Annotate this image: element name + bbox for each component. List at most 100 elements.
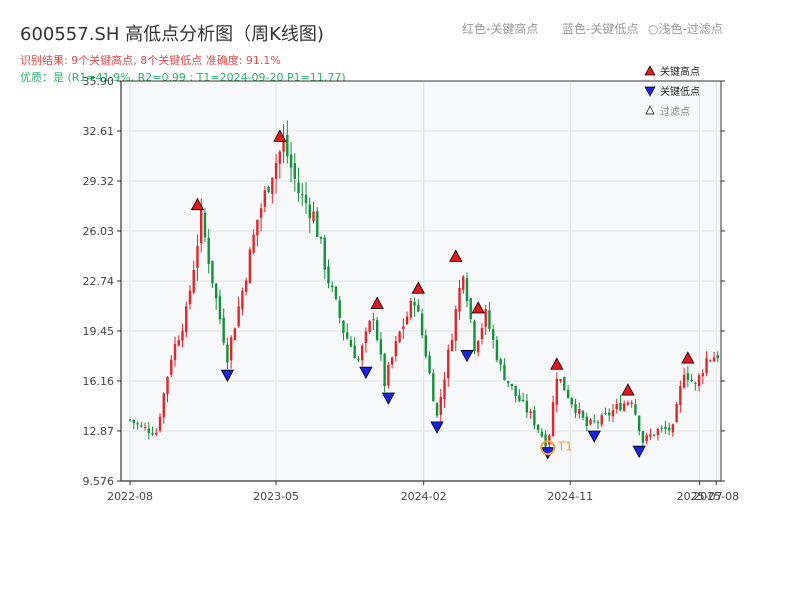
chart-title: 600557.SH 高低点分析图（周K线图) — [20, 24, 324, 45]
candle-up — [649, 434, 652, 437]
candle-down — [690, 379, 693, 382]
candle-down — [585, 416, 588, 426]
candle-up — [615, 404, 618, 409]
chart-legend: 关键高点 关键低点 过滤点 — [644, 65, 700, 118]
candle-up — [390, 357, 394, 365]
t1-marker — [540, 440, 556, 456]
candle-up — [551, 402, 555, 437]
y-tick-label: 29.32 — [83, 175, 115, 188]
legend-low-marker — [644, 86, 656, 97]
key-high-marker — [370, 296, 384, 309]
candle-down — [473, 321, 476, 352]
candle-down — [604, 413, 607, 415]
candle-up — [623, 403, 626, 411]
candle-up — [143, 426, 147, 428]
candle-up — [282, 139, 285, 152]
x-tick-label: 2023-05 — [253, 490, 299, 503]
candle-down — [420, 313, 424, 336]
candle-down — [203, 212, 207, 238]
candle-down — [424, 335, 428, 357]
candle-down — [147, 428, 151, 433]
candle-down — [226, 344, 229, 363]
candle-down — [293, 163, 296, 179]
key-high-marker — [550, 357, 564, 370]
candle-down — [417, 304, 420, 312]
candle-down — [286, 134, 289, 157]
legend-high-marker — [644, 65, 656, 76]
y-tick-label: 22.74 — [83, 275, 115, 288]
y-tick-label: 16.16 — [83, 375, 115, 388]
candle-down — [308, 204, 311, 219]
candle-up — [398, 331, 401, 342]
key-low-marker — [632, 445, 646, 459]
candle-down — [432, 373, 435, 402]
candle-down — [222, 317, 225, 343]
y-tick-label: 26.03 — [83, 225, 115, 238]
candle-up — [368, 320, 371, 332]
candle-down — [641, 431, 645, 443]
candle-down — [375, 320, 379, 341]
y-tick-label: 12.87 — [83, 425, 115, 438]
candle-up — [559, 379, 562, 382]
x-tick-label: 2025-08 — [693, 490, 739, 503]
candle-up — [682, 374, 686, 388]
candle-up — [158, 416, 162, 431]
candle-up — [192, 269, 195, 293]
candle-up — [155, 432, 158, 435]
candle-down — [128, 419, 132, 421]
candle-down — [301, 194, 304, 196]
candle-down — [323, 237, 326, 270]
candle-down — [566, 390, 570, 398]
axes: 35.90 32.61 29.32 26.03 22.74 19.45 16.16 12.87… — [83, 75, 740, 503]
candle-up — [177, 340, 180, 346]
candle-down — [151, 433, 154, 435]
candle-down — [357, 359, 360, 361]
key-high-marker — [411, 281, 426, 294]
candle-down — [488, 310, 491, 329]
candle-up — [188, 290, 192, 305]
candle-up — [263, 190, 267, 207]
candle-down — [211, 260, 214, 284]
candle-down — [136, 423, 139, 425]
candle-down — [267, 186, 270, 193]
candle-down — [491, 329, 495, 340]
candle-down — [495, 339, 499, 361]
candle-down — [694, 382, 697, 384]
candle-up — [237, 306, 240, 327]
candle-up — [162, 393, 165, 418]
candle-down — [379, 339, 383, 355]
candle-down — [570, 398, 574, 405]
candle-up — [458, 287, 461, 312]
candle-up — [447, 349, 450, 379]
candle-up — [409, 300, 413, 318]
candle-down — [334, 286, 338, 299]
candle-up — [480, 327, 484, 339]
legend-filtered-marker — [645, 105, 655, 115]
candle-down — [581, 411, 585, 418]
key-low-marker — [359, 366, 373, 379]
candle-down — [686, 373, 690, 381]
candle-down — [634, 404, 637, 415]
key-low-marker — [381, 392, 396, 405]
candle-down — [214, 283, 218, 299]
candle-up — [701, 373, 705, 377]
hint-key-high: 红色-关键高点 — [462, 22, 539, 36]
candle-down — [619, 402, 622, 411]
candle-up — [274, 162, 278, 179]
candle-up — [443, 379, 446, 400]
candle-down — [608, 412, 611, 416]
key-low-marker — [460, 350, 474, 363]
candle-up — [229, 337, 233, 361]
candle-down — [506, 381, 510, 384]
y-tick-label: 32.61 — [83, 125, 115, 138]
candle-down — [660, 427, 663, 429]
candle-up — [173, 343, 177, 361]
candle-up — [185, 306, 188, 333]
candle-up — [477, 340, 480, 353]
candle-up — [372, 319, 375, 321]
candle-up — [387, 364, 390, 386]
candle-down — [514, 385, 517, 397]
candle-up — [244, 280, 248, 292]
key-low-marker — [220, 369, 235, 383]
